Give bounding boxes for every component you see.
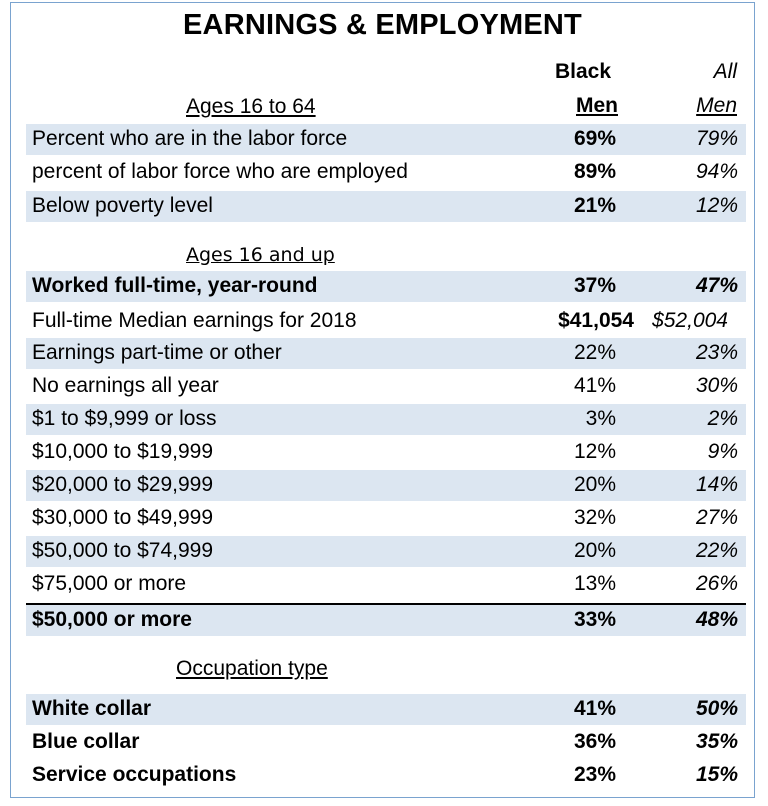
all-men-value: 23% [695,341,738,364]
table-row: Service occupations 23% 15% [26,760,746,791]
row-label: White collar [32,697,152,720]
row-label: Below poverty level [32,194,213,217]
row-label: $30,000 to $49,999 [32,506,214,529]
table-row: Percent who are in the labor force 69% 7… [26,124,746,155]
black-men-value: 13% [573,572,616,595]
black-men-value: 32% [573,506,616,529]
all-men-value: 22% [695,539,738,562]
table-row: Below poverty level 21% 12% [26,191,746,222]
row-label: No earnings all year [32,374,219,397]
black-men-value: 41% [573,697,616,720]
row-label: percent of labor force who are employed [32,160,408,183]
all-men-value: 15% [695,763,738,786]
row-label: $1 to $9,999 or loss [32,407,217,430]
black-men-value: 3% [585,407,616,430]
table-row: $10,000 to $19,999 12% 9% [26,437,746,468]
table-row: $20,000 to $29,999 20% 14% [26,470,746,501]
row-label: Percent who are in the labor force [32,127,348,150]
row-label: Earnings part-time or other [32,341,282,364]
all-men-value: 27% [695,506,738,529]
all-men-value: 79% [695,127,738,150]
table-row: $75,000 or more 13% 26% [26,569,746,600]
row-label: Blue collar [32,730,140,753]
all-men-value: 50% [695,697,738,720]
section-occupation: Occupation type [176,657,328,680]
row-label: $50,000 to $74,999 [32,539,214,562]
black-men-value: 22% [573,341,616,364]
row-label: Service occupations [32,763,237,786]
total-divider [26,603,746,605]
table-row: percent of labor force who are employed … [26,157,746,188]
col-header-black: Black [554,60,612,83]
col-header-black-men: Men [576,94,618,117]
all-men-value: 2% [707,407,738,430]
col-header-all-men: Men [696,94,737,117]
black-men-value: 41% [573,374,616,397]
all-men-value: 48% [695,608,738,631]
row-label: $75,000 or more [32,572,187,595]
all-men-value: 30% [695,374,738,397]
row-label: $50,000 or more [32,608,192,631]
row-label: $20,000 to $29,999 [32,473,214,496]
all-men-value: 47% [695,274,738,297]
table-row: $50,000 or more 33% 48% [26,605,746,636]
all-men-value: $52,004 [652,309,728,332]
table-row: Blue collar 36% 35% [26,727,746,758]
black-men-value: 69% [573,127,616,150]
section-ages-16-64: Ages 16 to 64 [186,95,316,118]
black-men-value: 36% [573,730,616,753]
table-row: Worked full-time, year-round 37% 47% [26,271,746,302]
table-row: Full-time Median earnings for 2018 $41,0… [26,306,746,337]
table-row: Earnings part-time or other 22% 23% [26,338,746,369]
black-men-value: 20% [573,539,616,562]
black-men-value: 37% [573,274,616,297]
section-ages-16-up: Ages 16 and up [186,244,335,266]
black-men-value: $41,054 [558,309,634,332]
all-men-value: 26% [695,572,738,595]
black-men-value: 21% [573,194,616,217]
table-title: EARNINGS & EMPLOYMENT [183,9,582,41]
all-men-value: 35% [695,730,738,753]
all-men-value: 9% [707,440,738,463]
table-row: $50,000 to $74,999 20% 22% [26,536,746,567]
table-row: No earnings all year 41% 30% [26,371,746,402]
row-label: $10,000 to $19,999 [32,440,214,463]
all-men-value: 14% [695,473,738,496]
black-men-value: 20% [573,473,616,496]
table-row: White collar 41% 50% [26,694,746,725]
black-men-value: 89% [573,160,616,183]
black-men-value: 12% [573,440,616,463]
table-row: $1 to $9,999 or loss 3% 2% [26,404,746,435]
black-men-value: 33% [573,608,616,631]
row-label: Full-time Median earnings for 2018 [32,309,357,332]
col-header-all: All [713,60,737,83]
table-row: $30,000 to $49,999 32% 27% [26,503,746,534]
row-label: Worked full-time, year-round [32,274,318,297]
all-men-value: 12% [695,194,738,217]
black-men-value: 23% [573,763,616,786]
all-men-value: 94% [695,160,738,183]
